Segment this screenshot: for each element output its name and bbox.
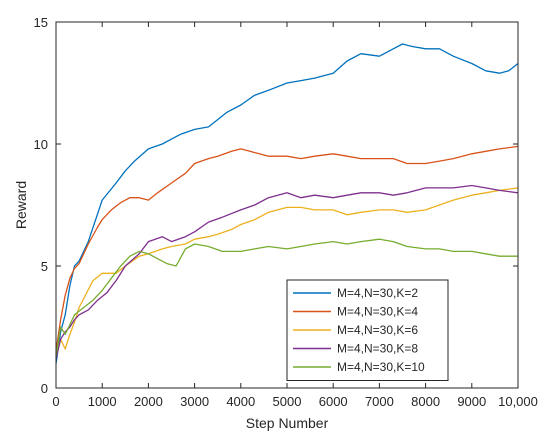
- x-tick-label: 0: [52, 394, 59, 409]
- x-axis-title: Step Number: [246, 415, 329, 431]
- series-line-k10: [55, 238, 518, 357]
- legend-label: M=4,N=30,K=10: [337, 360, 425, 374]
- x-tick-label: 4000: [226, 394, 255, 409]
- legend-label: M=4,N=30,K=8: [337, 342, 418, 356]
- y-tick-label: 10: [34, 137, 48, 152]
- legend-label: M=4,N=30,K=4: [337, 305, 418, 319]
- x-tick-label: 3000: [180, 394, 209, 409]
- x-tick-label: 1000: [88, 394, 117, 409]
- legend: M=4,N=30,K=2 M=4,N=30,K=4 M=4,N=30,K=6 M=4,…: [286, 279, 449, 381]
- x-tick-label: 6000: [319, 394, 348, 409]
- x-tick-label: 10,000: [498, 394, 538, 409]
- series-layer: [55, 43, 519, 364]
- axes-layer: 0 1000 2000 3000 4000 5000 6000 7000 8000 9000 10,…: [34, 15, 538, 409]
- x-tick-label: 5000: [273, 394, 302, 409]
- legend-label: M=4,N=30,K=2: [337, 286, 418, 300]
- x-tick-label: 9000: [457, 394, 486, 409]
- series-line-k4: [55, 145, 519, 352]
- x-tick-label: 8000: [411, 394, 440, 409]
- series-line-k2: [55, 43, 519, 364]
- x-tick-label: 2000: [134, 394, 163, 409]
- y-tick-label: 15: [34, 15, 48, 30]
- y-tick-label: 5: [41, 259, 48, 274]
- x-tick-label: 7000: [365, 394, 394, 409]
- series-line-k6: [55, 187, 519, 357]
- y-axis-title: Reward: [13, 181, 29, 229]
- y-tick-label: 0: [41, 381, 48, 396]
- legend-label: M=4,N=30,K=6: [337, 323, 418, 337]
- series-line-k8: [55, 184, 519, 359]
